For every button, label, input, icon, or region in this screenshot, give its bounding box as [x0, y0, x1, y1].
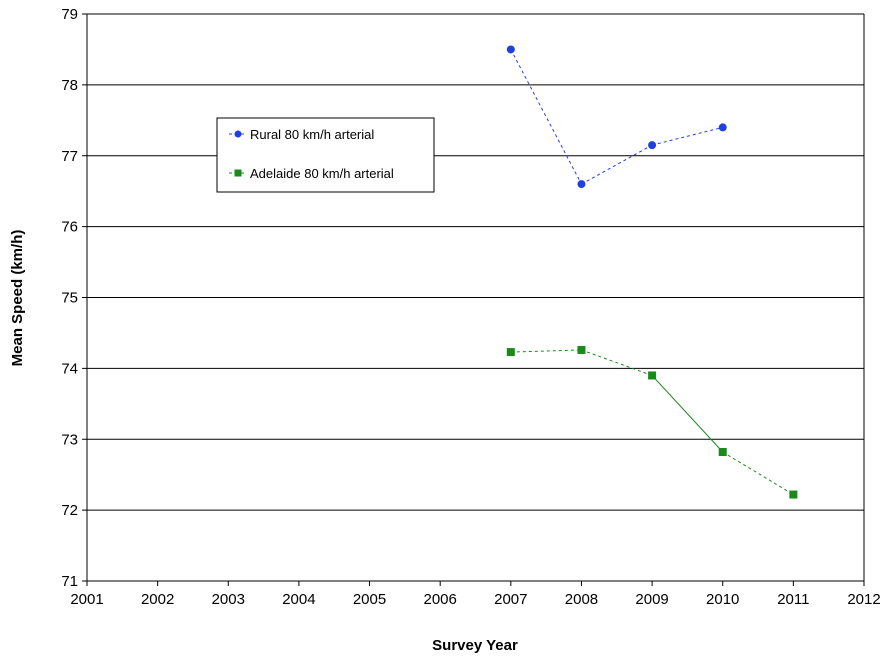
y-tick-label: 76: [61, 219, 78, 236]
data-point-circle: [577, 180, 586, 189]
data-point-square: [648, 371, 657, 380]
y-tick-label: 74: [61, 360, 78, 377]
x-tick-label: 2006: [423, 591, 456, 608]
data-point-circle: [506, 45, 515, 54]
legend: Rural 80 km/h arterial Adelaide 80 km/h a…: [216, 117, 435, 193]
data-point-square: [577, 345, 586, 354]
data-point-circle: [648, 141, 657, 150]
data-point-square: [718, 448, 727, 457]
series-segment: [510, 49, 582, 185]
x-tick-label: 2010: [706, 591, 739, 608]
y-tick-label: 71: [61, 573, 78, 590]
legend-label: Adelaide 80 km/h arterial: [250, 166, 394, 181]
x-axis-title: Survey Year: [432, 637, 518, 654]
y-tick-label: 73: [61, 431, 78, 448]
y-axis-title: Mean Speed (km/h): [9, 230, 26, 367]
legend-box: [216, 117, 435, 193]
y-tick-label: 75: [61, 290, 78, 307]
data-point-circle: [718, 123, 727, 132]
x-tick-label: 2005: [353, 591, 386, 608]
series-lines: [506, 45, 798, 499]
gridlines: [87, 13, 864, 511]
legend-item: Rural 80 km/h arterial: [229, 127, 374, 142]
x-tick-label: 2002: [141, 591, 174, 608]
legend-label: Rural 80 km/h arterial: [250, 127, 374, 142]
x-tick-label: 2007: [494, 591, 527, 608]
x-tick-label: 2012: [847, 591, 880, 608]
series-segment: [722, 451, 794, 495]
x-tick-label: 2008: [565, 591, 598, 608]
series-segment: [581, 144, 653, 185]
x-tick-label: 2004: [282, 591, 315, 608]
x-tick-label: 2011: [777, 591, 809, 608]
data-point-square: [506, 348, 515, 357]
y-tick-label: 72: [61, 502, 78, 519]
y-tick-label: 78: [61, 77, 78, 94]
legend-item: Adelaide 80 km/h arterial: [229, 166, 394, 181]
y-tick-label: 79: [61, 6, 78, 23]
x-tick-label: 2009: [635, 591, 668, 608]
data-point-square: [789, 490, 798, 499]
series-1: [506, 45, 727, 189]
legend-marker-circle: [234, 130, 242, 138]
x-tick-label: 2001: [70, 591, 103, 608]
series-segment: [510, 349, 582, 353]
legend-marker-square: [234, 169, 242, 177]
series-segment: [651, 375, 724, 453]
series-2: [506, 345, 798, 499]
tick-labels: 71 72 73 74 75 76 77 78 79 2001 2002 2003 2004 2005 20…: [61, 6, 880, 608]
y-tick-label: 77: [61, 148, 78, 165]
series-segment: [651, 126, 723, 146]
series-segment: [581, 349, 653, 376]
x-tick-label: 2003: [212, 591, 245, 608]
